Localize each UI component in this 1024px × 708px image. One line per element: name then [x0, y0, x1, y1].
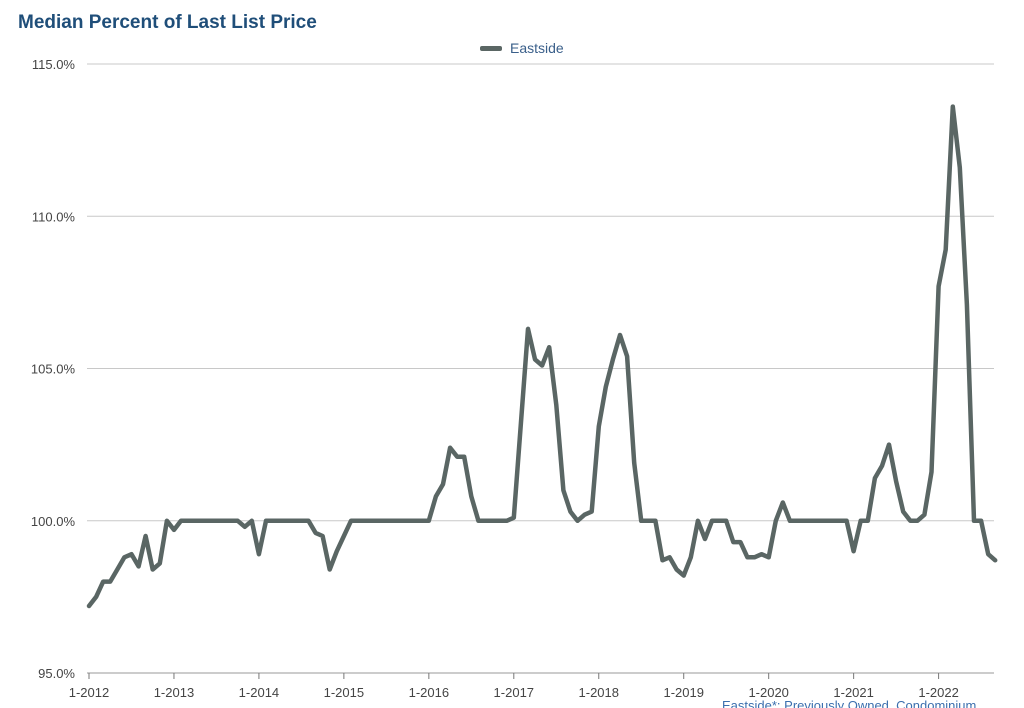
x-tick-label-7: 1-2019	[663, 685, 703, 700]
x-tick-label-4: 1-2016	[409, 685, 449, 700]
legend: Eastside	[480, 40, 564, 56]
x-tick-label-3: 1-2015	[324, 685, 364, 700]
x-tick-label-2: 1-2014	[239, 685, 279, 700]
y-tick-label-2: 105.0%	[31, 362, 76, 377]
x-tick-label-10: 1-2022	[918, 685, 958, 700]
x-tick-label-1: 1-2013	[154, 685, 194, 700]
y-tick-label-1: 100.0%	[31, 514, 76, 529]
x-tick-label-6: 1-2018	[579, 685, 619, 700]
x-tick-label-8: 1-2020	[748, 685, 788, 700]
chart-footnote: Eastside*: Previously Owned, Condominium	[722, 698, 977, 708]
chart-title: Median Percent of Last List Price	[18, 12, 317, 33]
legend-label-eastside: Eastside	[510, 40, 564, 56]
y-tick-label-0: 95.0%	[38, 666, 75, 681]
x-tick-label-0: 1-2012	[69, 685, 109, 700]
y-tick-label-4: 115.0%	[32, 57, 76, 72]
legend-swatch-eastside	[480, 45, 502, 51]
x-tick-label-5: 1-2017	[494, 685, 534, 700]
y-tick-label-3: 110.0%	[32, 209, 76, 224]
series-line-eastside	[86, 104, 998, 609]
x-tick-label-9: 1-2021	[833, 685, 873, 700]
